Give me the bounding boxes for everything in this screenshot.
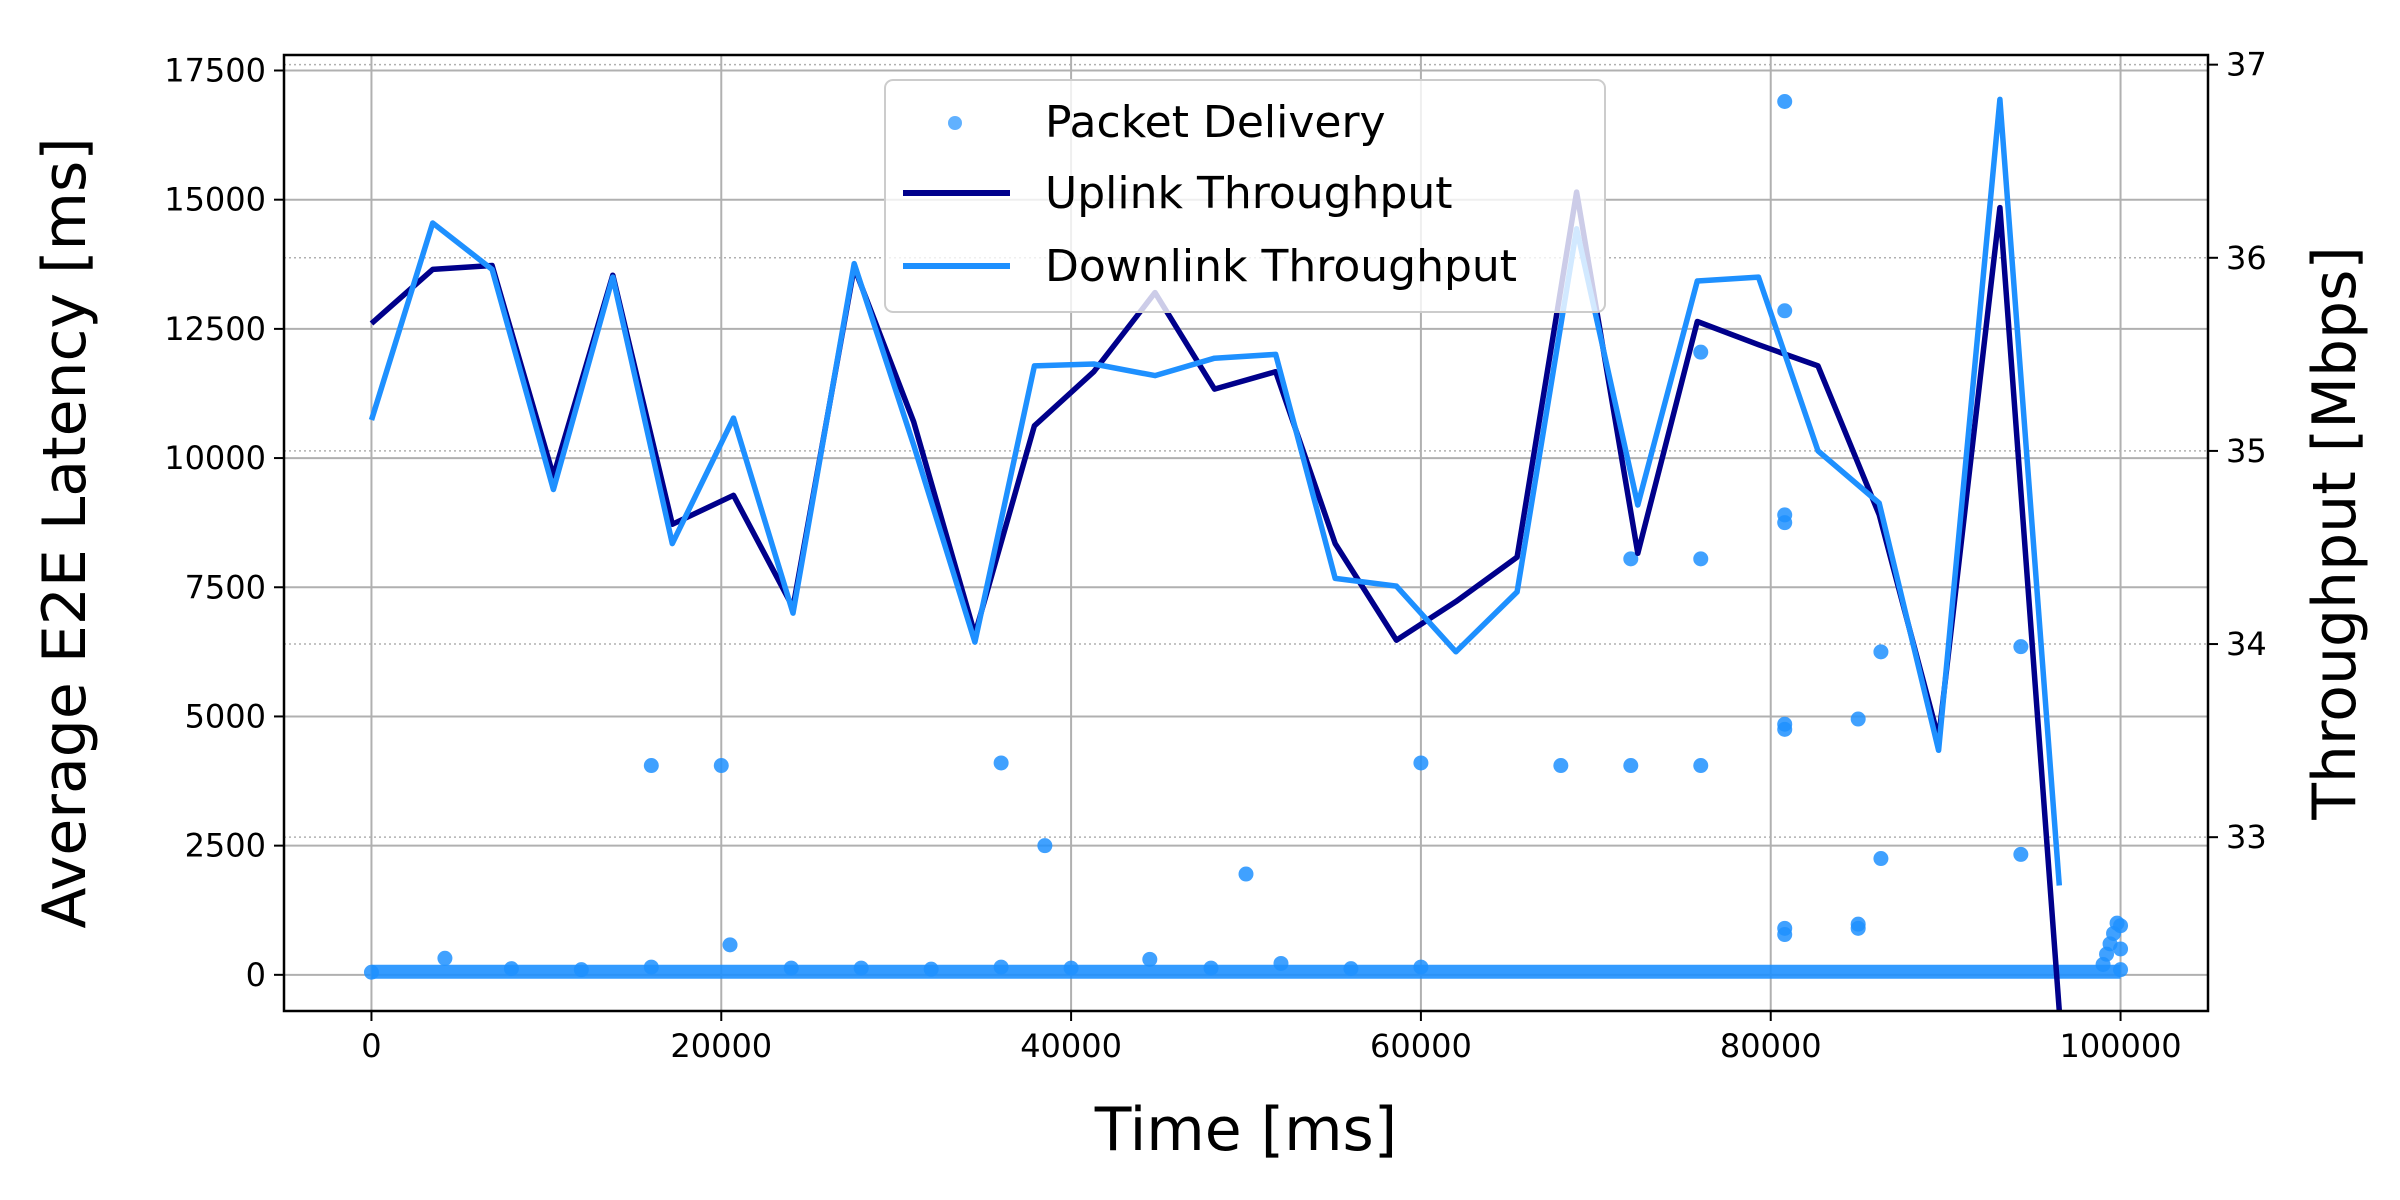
legend-label-packet-delivery: Packet Delivery [1045,97,1386,148]
y2-tick-label: 36 [2226,239,2267,277]
packet-delivery-point [1873,644,1889,660]
legend-label-uplink-throughput: Uplink Throughput [1045,168,1453,219]
packet-delivery-point [923,961,939,977]
downlink-throughput-line [368,96,2063,886]
packet-delivery-point [1238,866,1254,882]
packet-delivery-point [1850,711,1866,727]
packet-delivery-point [1693,758,1709,774]
packet-delivery-point [853,960,869,976]
packet-delivery-point [1203,960,1219,976]
packet-delivery-point [1553,758,1569,774]
x-tick-label: 80000 [1720,1027,1822,1065]
y-tick-label: 17500 [164,52,266,90]
y2-tick-label: 35 [2226,432,2267,470]
packet-delivery-point [1623,551,1639,567]
packet-delivery-point [1343,961,1359,977]
packet-delivery-point [1693,344,1709,360]
packet-delivery-point [713,758,729,774]
packet-delivery-point [1142,951,1158,967]
plot-frame [282,53,2210,1013]
packet-delivery-point [1063,960,1079,976]
uplink-throughput-line [369,189,2063,1012]
packet-delivery-point [783,960,799,976]
packet-delivery-point [2013,846,2029,862]
packet-delivery-point [2113,962,2129,978]
x-tick-label: 20000 [670,1027,772,1065]
packet-delivery-point [1413,959,1429,975]
packet-delivery-point [993,755,1009,771]
packet-delivery-point [573,962,589,978]
legend-marker-packet-delivery [948,116,962,130]
packet-delivery-point [1873,851,1889,867]
y-tick-label: 15000 [164,181,266,219]
legend-box [884,79,1606,313]
legend-label-downlink-throughput: Downlink Throughput [1045,241,1517,292]
y-tick-label: 10000 [164,439,266,477]
packet-delivery-point [722,937,738,953]
y-tick-label: 7500 [185,568,266,606]
y2-tick-label: 34 [2226,625,2267,663]
packet-delivery-point [1777,927,1793,943]
axis-ticks: 0 20000 40000 60000 80000 100000 0 2500 5000 7500… [164,46,2267,1065]
x-tick-label: 0 [361,1027,381,1065]
x-tick-label: 60000 [1370,1027,1472,1065]
y2-tick-label: 37 [2226,46,2267,84]
packet-delivery-point [1777,303,1793,319]
packet-delivery-point [1037,838,1053,854]
x-tick-label: 40000 [1020,1027,1122,1065]
packet-delivery-scatter [363,94,2129,980]
packet-delivery-point [1777,515,1793,531]
packet-delivery-point [2013,639,2029,655]
x-axis-title: Time [ms] [1094,1095,1397,1165]
packet-delivery-point [2113,941,2129,957]
packet-delivery-point [437,950,453,966]
packet-delivery-point [1623,758,1639,774]
packet-delivery-point [643,959,659,975]
y-axis-title: Average E2E Latency [ms] [30,137,100,928]
y-tick-label: 2500 [185,827,266,865]
y2-tick-label: 33 [2226,818,2267,856]
packet-delivery-point [1777,94,1793,110]
throughput-lines [368,96,2063,1012]
y-tick-label: 12500 [164,310,266,348]
y-tick-label: 5000 [185,697,266,735]
packet-delivery-point [2113,918,2129,934]
packet-delivery-point [1413,755,1429,771]
packet-delivery-point [1850,920,1866,936]
packet-delivery-point [643,758,659,774]
x-tick-label: 100000 [2059,1027,2181,1065]
y-tick-label: 0 [246,956,266,994]
packet-delivery-point [993,959,1009,975]
packet-delivery-point [503,961,519,977]
packet-delivery-point [363,964,379,980]
packet-delivery-point [1273,955,1289,971]
y2-axis-title: Throughput [Mbps] [2300,246,2370,821]
legend: Packet Delivery Uplink Throughput Downli… [884,79,1606,313]
packet-delivery-point [1777,721,1793,737]
packet-delivery-point [1693,551,1709,567]
